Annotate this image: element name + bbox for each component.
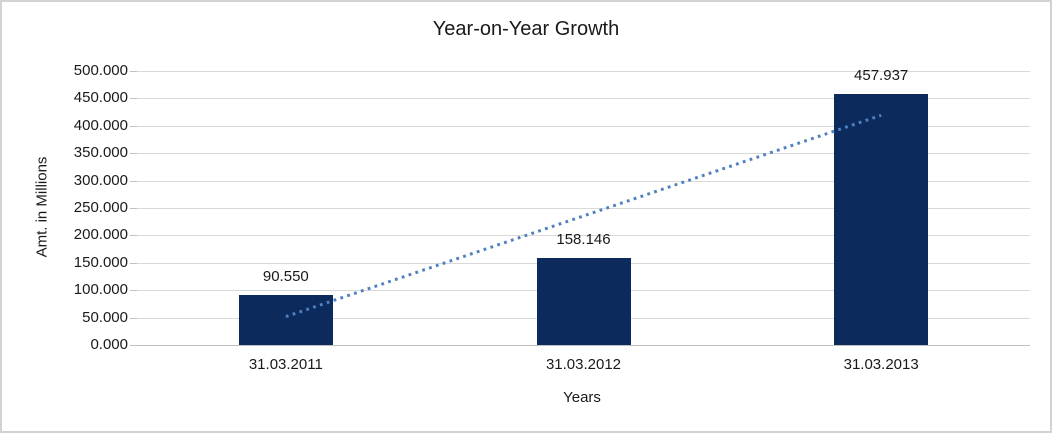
y-tick-label: 100.000	[73, 281, 128, 299]
bar-value-label: 457.937	[854, 67, 909, 85]
gridline	[137, 71, 1030, 72]
y-tick-label: 400.000	[73, 116, 128, 134]
y-axis-tick	[130, 208, 137, 209]
gridline	[137, 98, 1030, 100]
x-tick-label: 31.03.2011	[248, 356, 323, 373]
y-tick-label: 50.000	[82, 308, 128, 326]
y-axis-tick	[130, 71, 137, 72]
y-tick-label: 200.000	[73, 226, 128, 244]
y-axis-tick	[130, 262, 137, 264]
y-axis-tick	[130, 153, 137, 155]
bar	[238, 295, 333, 345]
x-axis-title: Years	[563, 389, 601, 406]
chart-title: Year-on-Year Growth	[432, 18, 620, 40]
y-axis-tick	[130, 290, 137, 292]
y-tick-label: 300.000	[73, 171, 128, 189]
bar	[536, 258, 631, 345]
y-axis-tick	[130, 180, 137, 182]
y-axis-tick	[130, 125, 137, 127]
y-tick-label: 250.000	[73, 199, 128, 216]
x-tick-label: 31.03.2012	[545, 356, 622, 373]
y-tick-label: 450.000	[73, 89, 128, 107]
x-axis-line	[137, 345, 1030, 346]
y-tick-label: 500.000	[73, 62, 128, 79]
y-tick-label: 0.000	[90, 336, 128, 353]
y-axis-tick	[130, 98, 137, 100]
x-tick-label: 31.03.2013	[843, 356, 919, 373]
y-axis-tick	[130, 317, 137, 319]
y-axis-tick	[130, 235, 137, 237]
y-tick-label: 350.000	[73, 144, 128, 162]
bar	[834, 94, 929, 345]
y-tick-label: 150.000	[73, 253, 128, 271]
bar-value-label: 90.550	[262, 268, 309, 286]
bar-value-label: 158.146	[556, 231, 611, 249]
y-axis-tick	[130, 345, 137, 346]
